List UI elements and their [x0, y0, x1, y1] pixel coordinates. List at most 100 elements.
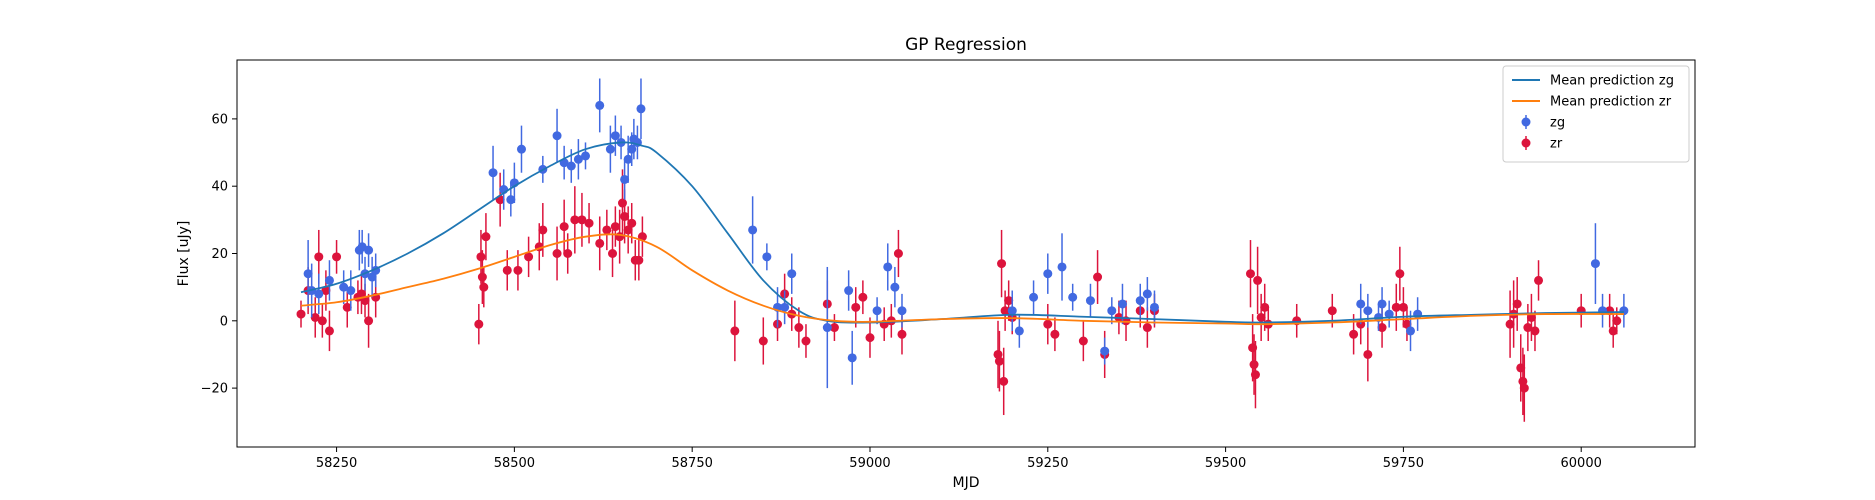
data-point-zg — [1135, 296, 1145, 306]
data-point-zr — [1253, 275, 1263, 285]
data-point-zr — [479, 282, 489, 292]
data-point-zg — [488, 168, 498, 178]
data-point-zr — [1349, 329, 1359, 339]
data-point-zr — [1395, 269, 1405, 279]
data-point-zr — [1043, 319, 1053, 329]
data-point-zr — [559, 222, 569, 232]
data-point-zr — [538, 225, 548, 235]
data-point-zr — [1391, 302, 1401, 312]
data-point-zg — [1142, 289, 1152, 299]
data-point-zr — [801, 336, 811, 346]
data-point-zr — [364, 316, 374, 326]
data-point-zg — [1107, 306, 1117, 316]
data-point-zr — [620, 211, 630, 221]
data-point-zg — [890, 282, 900, 292]
data-point-zr — [1142, 323, 1152, 333]
data-point-zr — [1505, 319, 1515, 329]
data-point-zr — [570, 215, 580, 225]
data-point-zg — [367, 272, 377, 282]
mean-line-zr — [300, 233, 1624, 326]
data-point-zr — [577, 215, 587, 225]
data-point-zg — [1590, 259, 1600, 269]
data-point-zr — [1530, 326, 1540, 336]
data-point-zg — [883, 262, 893, 272]
data-point-zg — [787, 269, 797, 279]
data-point-zr — [332, 252, 342, 262]
data-point-zr — [1260, 302, 1270, 312]
data-point-zr — [310, 312, 320, 322]
data-point-zr — [851, 302, 861, 312]
data-point-zg — [897, 306, 907, 316]
data-point-zr — [1245, 269, 1255, 279]
data-point-zr — [858, 292, 868, 302]
data-point-zr — [1004, 296, 1014, 306]
plot-content — [296, 78, 1629, 422]
data-point-zr — [1249, 360, 1259, 370]
data-point-zr — [997, 259, 1007, 269]
data-point-zr — [317, 316, 327, 326]
legend-point-marker — [1521, 138, 1531, 148]
data-point-zr — [314, 252, 324, 262]
data-point-zg — [610, 131, 620, 141]
data-point-zr — [1093, 272, 1103, 282]
data-point-zr — [634, 255, 644, 265]
x-tick-label: 58500 — [494, 456, 535, 471]
legend-box — [1502, 65, 1690, 163]
legend-label: zg — [1550, 116, 1565, 131]
data-point-zg — [552, 131, 562, 141]
data-point-zr — [356, 289, 366, 299]
legend: Mean prediction zg Mean prediction zr zg zr — [1502, 65, 1690, 163]
legend-point-marker — [1521, 117, 1531, 127]
axis-ticks: 58250 58500 58750 59000 59250 59500 59750 60000… — [201, 112, 1602, 471]
data-point-zg — [1117, 299, 1127, 309]
data-point-zr — [608, 249, 618, 258]
data-point-zr — [897, 329, 907, 339]
legend-label: Mean prediction zr — [1550, 95, 1672, 110]
data-point-zr — [1612, 316, 1622, 326]
data-point-zr — [474, 319, 484, 329]
data-point-zr — [1518, 376, 1528, 386]
data-point-zr — [552, 249, 562, 258]
data-point-zr — [1078, 336, 1088, 346]
data-point-zg — [1100, 346, 1110, 356]
data-point-zg — [780, 302, 790, 312]
data-point-zg — [844, 286, 854, 296]
data-point-zr — [584, 218, 594, 228]
data-point-zr — [999, 376, 1009, 386]
data-point-zr — [324, 326, 334, 336]
data-point-zr — [1512, 299, 1522, 309]
data-point-zg — [324, 275, 334, 285]
data-point-zr — [1377, 323, 1387, 333]
data-point-zg — [1363, 306, 1373, 316]
data-point-zg — [1085, 296, 1095, 306]
x-tick-label: 59500 — [1205, 456, 1246, 471]
y-tick-label: −20 — [201, 382, 228, 397]
data-point-zg — [1057, 262, 1067, 272]
legend-label: zr — [1550, 137, 1563, 152]
data-point-zg — [1384, 309, 1394, 319]
data-point-zr — [524, 252, 534, 262]
data-point-zr — [1608, 326, 1618, 336]
data-point-zr — [476, 252, 486, 262]
y-axis-label: Flux [uJy] — [176, 221, 192, 287]
y-tick-label: 20 — [211, 247, 228, 262]
data-point-zg — [580, 151, 590, 161]
data-point-zr — [321, 286, 331, 296]
data-point-zg — [636, 104, 646, 114]
data-point-zr — [481, 232, 491, 242]
data-point-zg — [339, 282, 349, 292]
mean-line-zg — [300, 141, 1624, 324]
data-point-zr — [342, 302, 352, 312]
data-point-zr — [1402, 319, 1412, 329]
data-point-zg — [748, 225, 758, 235]
data-point-zg — [623, 154, 633, 164]
data-point-zg — [1068, 292, 1078, 302]
data-point-zr — [513, 265, 523, 275]
plot-frame — [236, 59, 1696, 448]
x-tick-label: 59000 — [849, 456, 890, 471]
data-point-zg — [1406, 326, 1416, 336]
data-point-zr — [595, 238, 605, 248]
data-point-zg — [364, 245, 374, 255]
y-tick-label: 40 — [211, 180, 228, 195]
data-point-zr — [865, 333, 875, 343]
